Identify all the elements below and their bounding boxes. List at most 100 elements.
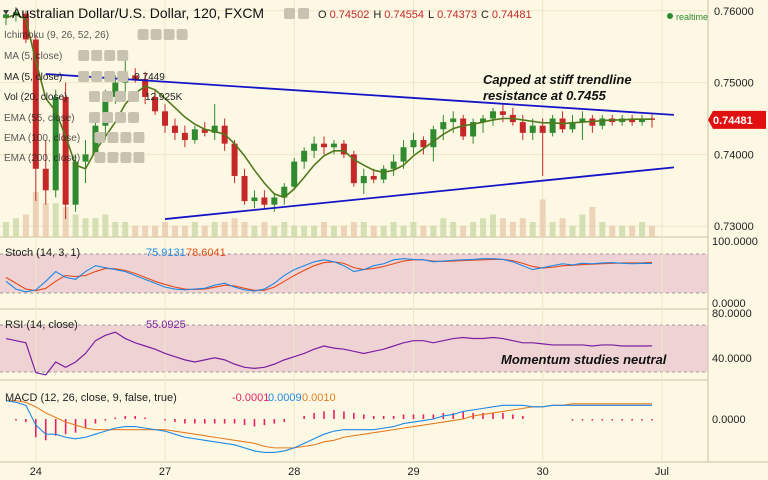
- candle-body: [430, 129, 437, 148]
- indicator-control-button[interactable]: [120, 132, 132, 143]
- candle-body: [340, 143, 347, 155]
- indicator-control-button[interactable]: [102, 91, 113, 102]
- ma5-line: [5, 13, 652, 199]
- indicator-control-button[interactable]: [94, 132, 106, 143]
- macd-line-value: 0.0009: [268, 392, 302, 404]
- time-tick-label: 29: [407, 466, 419, 478]
- candle-body: [301, 150, 308, 162]
- chart-header: Australian Dollar/U.S. Dollar, 120, FXCM…: [3, 5, 708, 22]
- volume-bar: [181, 225, 188, 237]
- ohlc-key: O: [318, 9, 327, 21]
- volume-bar: [152, 225, 159, 237]
- indicator-control-button[interactable]: [128, 91, 139, 102]
- collapse-arrow-icon[interactable]: [3, 10, 9, 15]
- stoch-d-value: 78.6041: [186, 247, 226, 259]
- volume-bar: [420, 225, 427, 237]
- indicator-value: 12.925K: [145, 92, 183, 103]
- volume-bar: [509, 222, 516, 237]
- price-tick-label: 0.74000: [714, 149, 754, 161]
- volume-bar: [132, 225, 139, 237]
- indicator-control-button[interactable]: [176, 29, 188, 40]
- candle-body: [52, 96, 59, 191]
- volume-bar: [82, 218, 89, 237]
- candle-body: [231, 143, 238, 176]
- volume-bar: [529, 222, 536, 237]
- indicator-control-button[interactable]: [78, 50, 90, 61]
- indicator-control-button[interactable]: [91, 50, 103, 61]
- indicator-control-button[interactable]: [91, 71, 103, 82]
- volume-bar: [400, 225, 407, 237]
- volume-bar: [251, 225, 258, 237]
- indicator-control-button[interactable]: [102, 112, 113, 123]
- rsi-value: 55.0925: [146, 319, 186, 331]
- volume-bar: [639, 222, 646, 237]
- macd-signal-value: 0.0010: [302, 392, 336, 404]
- indicator-control-button[interactable]: [133, 132, 145, 143]
- candle-body: [499, 111, 506, 115]
- indicator-control-button[interactable]: [115, 112, 126, 123]
- volume-bar: [609, 225, 616, 237]
- candle-body: [241, 175, 248, 202]
- title-controls[interactable]: [284, 8, 309, 19]
- volume-bar: [72, 214, 79, 237]
- indicator-control-button[interactable]: [107, 152, 119, 163]
- price-axis-area[interactable]: [708, 0, 768, 480]
- candle-body: [62, 96, 69, 205]
- ohlc-value: 0.74554: [384, 9, 424, 21]
- ohlc-key: L: [428, 9, 434, 21]
- volume-bar: [390, 222, 397, 237]
- candle-body: [400, 147, 407, 162]
- indicator-control-button[interactable]: [89, 112, 100, 123]
- candle-body: [291, 161, 298, 187]
- rsi-band: [0, 325, 708, 372]
- candle-body: [420, 140, 427, 148]
- candle-body: [440, 122, 447, 130]
- indicator-control-button[interactable]: [107, 132, 119, 143]
- indicator-control-button[interactable]: [128, 112, 139, 123]
- candle-body: [629, 118, 636, 123]
- volume-bar: [629, 225, 636, 237]
- candle-body: [569, 122, 576, 130]
- ohlc-value: 0.74373: [437, 9, 477, 21]
- rsi-line: [5, 331, 653, 376]
- macd-header: MACD (12, 26, close, 9, false, true) -0.…: [5, 392, 336, 404]
- indicator-control-button[interactable]: [120, 152, 132, 163]
- volume-bar: [311, 225, 318, 237]
- volume-bar: [22, 214, 29, 237]
- candle-body: [539, 125, 546, 133]
- volume-bar: [102, 214, 109, 237]
- indicator-control-button[interactable]: [104, 71, 116, 82]
- current-price-tag: 0.74481: [708, 110, 766, 129]
- candle-body: [579, 118, 586, 123]
- ohlc-value: 0.74502: [330, 9, 370, 21]
- stoch-label: Stoch (14, 3, 1): [5, 247, 80, 259]
- candle-body: [360, 175, 367, 184]
- indicator-control-button[interactable]: [117, 71, 129, 82]
- time-tick-label: 27: [159, 466, 171, 478]
- indicator-control-button[interactable]: [115, 91, 126, 102]
- indicator-value: 0.7449: [134, 72, 165, 83]
- volume-bar: [241, 222, 248, 237]
- stoch-tick-0: 0.0000: [712, 298, 746, 310]
- indicator-control-button[interactable]: [89, 91, 100, 102]
- candle-body: [181, 132, 188, 141]
- indicator-control-button[interactable]: [94, 152, 106, 163]
- volume-bar: [380, 225, 387, 237]
- indicator-control-button[interactable]: [78, 71, 90, 82]
- indicator-control-button[interactable]: [133, 152, 145, 163]
- candle-body: [72, 161, 79, 205]
- indicator-control-button[interactable]: [117, 50, 129, 61]
- volume-bar: [430, 225, 437, 237]
- price-tick-label: 0.76000: [714, 6, 754, 18]
- indicator-control-button[interactable]: [104, 50, 116, 61]
- indicator-control-button[interactable]: [150, 29, 162, 40]
- candle-body: [271, 197, 278, 205]
- volume-bar: [3, 222, 9, 237]
- indicator-control-button[interactable]: [137, 29, 149, 40]
- indicator-control-button[interactable]: [163, 29, 175, 40]
- annotation-trendline-1: Capped at stiff trendline: [483, 72, 632, 87]
- volume-bar: [559, 218, 566, 237]
- stoch-header: Stoch (14, 3, 1) 75.9131 78.6041: [5, 247, 226, 259]
- volume-bar: [321, 222, 328, 237]
- candle-body: [251, 197, 258, 202]
